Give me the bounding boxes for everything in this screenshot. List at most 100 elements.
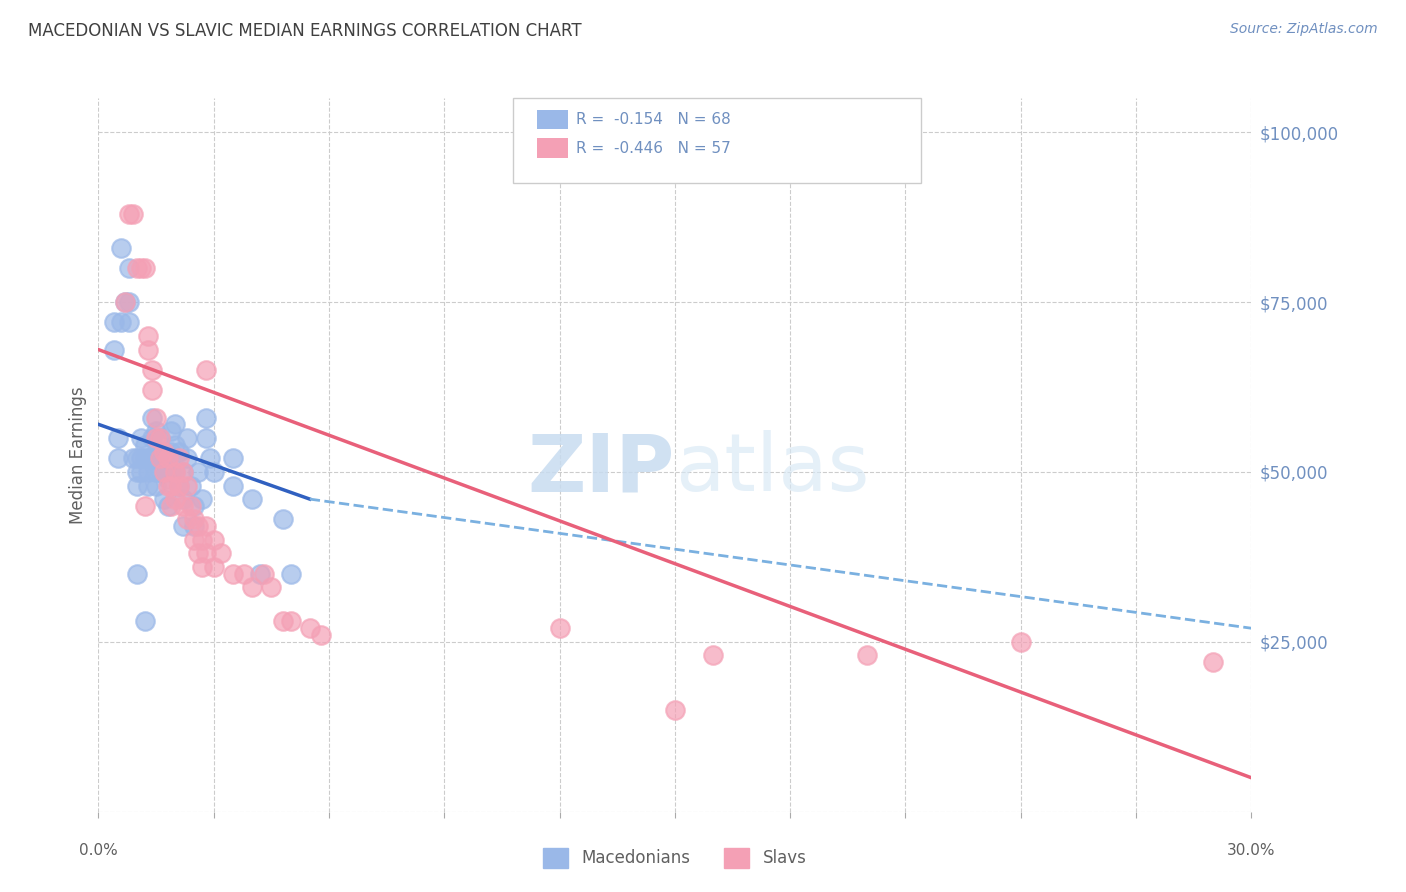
Point xyxy=(195,410,218,425)
Point xyxy=(271,512,294,526)
Point xyxy=(125,566,148,581)
Point xyxy=(125,260,148,275)
Point xyxy=(233,566,256,581)
Point xyxy=(138,451,160,466)
Point xyxy=(107,431,129,445)
Point xyxy=(240,492,263,507)
Point xyxy=(152,465,174,479)
Point xyxy=(138,465,160,479)
Point xyxy=(156,451,179,466)
Point xyxy=(165,465,187,479)
Point xyxy=(141,410,163,425)
Point xyxy=(141,451,163,466)
Point xyxy=(141,363,163,377)
Point xyxy=(134,451,156,466)
Point xyxy=(145,465,167,479)
Point xyxy=(156,499,179,513)
Point xyxy=(165,492,187,507)
Point xyxy=(145,444,167,458)
Point xyxy=(160,499,183,513)
Point xyxy=(167,444,190,458)
Point xyxy=(548,621,571,635)
Point xyxy=(183,519,205,533)
Point xyxy=(191,560,214,574)
Point xyxy=(198,451,221,466)
Point xyxy=(167,478,190,492)
Text: atlas: atlas xyxy=(675,430,869,508)
Point xyxy=(103,343,125,357)
Point xyxy=(149,465,172,479)
Point xyxy=(176,478,198,492)
Point xyxy=(702,648,724,663)
Point xyxy=(134,615,156,629)
Point xyxy=(165,465,187,479)
Point xyxy=(138,329,160,343)
Text: R =  -0.154   N = 68: R = -0.154 N = 68 xyxy=(576,112,731,127)
Point xyxy=(176,431,198,445)
Point xyxy=(152,492,174,507)
Point xyxy=(114,295,136,310)
Point xyxy=(202,465,225,479)
Point xyxy=(311,628,333,642)
Point xyxy=(187,465,209,479)
Point xyxy=(118,295,141,310)
Point xyxy=(145,424,167,438)
Point xyxy=(249,566,271,581)
Point xyxy=(103,315,125,329)
Point xyxy=(183,533,205,547)
Point xyxy=(160,424,183,438)
Point xyxy=(191,533,214,547)
Point xyxy=(125,478,148,492)
Point xyxy=(222,478,245,492)
Point xyxy=(172,465,194,479)
Point xyxy=(180,499,202,513)
Point xyxy=(176,451,198,466)
Point xyxy=(222,566,245,581)
Point xyxy=(165,417,187,432)
Point xyxy=(664,703,686,717)
Point xyxy=(172,465,194,479)
Point xyxy=(138,343,160,357)
Point xyxy=(180,478,202,492)
Point xyxy=(129,451,152,466)
Point xyxy=(187,519,209,533)
Text: 30.0%: 30.0% xyxy=(1227,843,1275,858)
Point xyxy=(149,451,172,466)
Y-axis label: Median Earnings: Median Earnings xyxy=(69,386,87,524)
Point xyxy=(152,444,174,458)
Point xyxy=(195,363,218,377)
Point xyxy=(167,451,190,466)
Point xyxy=(122,207,145,221)
Point xyxy=(149,431,172,445)
Point xyxy=(191,492,214,507)
Point xyxy=(209,546,232,560)
Point xyxy=(107,451,129,466)
Point xyxy=(260,581,283,595)
Point xyxy=(202,560,225,574)
Point xyxy=(160,444,183,458)
Point xyxy=(134,260,156,275)
Point xyxy=(240,581,263,595)
Point xyxy=(149,431,172,445)
Point xyxy=(156,478,179,492)
Point xyxy=(129,465,152,479)
Text: Source: ZipAtlas.com: Source: ZipAtlas.com xyxy=(1230,22,1378,37)
Point xyxy=(141,431,163,445)
Text: ZIP: ZIP xyxy=(527,430,675,508)
Point xyxy=(195,519,218,533)
Point xyxy=(149,451,172,466)
Point xyxy=(172,519,194,533)
Point xyxy=(152,465,174,479)
Point xyxy=(165,438,187,452)
Point xyxy=(222,451,245,466)
Point xyxy=(145,478,167,492)
Point xyxy=(172,492,194,507)
Point xyxy=(152,444,174,458)
Point xyxy=(110,315,132,329)
Point xyxy=(202,533,225,547)
Point xyxy=(195,431,218,445)
Point xyxy=(156,451,179,466)
Point xyxy=(160,478,183,492)
Point xyxy=(856,648,879,663)
Point xyxy=(280,566,302,581)
